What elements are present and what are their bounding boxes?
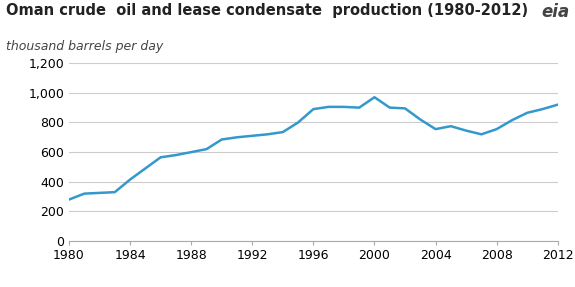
Text: eia: eia	[541, 3, 569, 21]
Text: Oman crude  oil and lease condensate  production (1980-2012): Oman crude oil and lease condensate prod…	[6, 3, 528, 18]
Text: thousand barrels per day: thousand barrels per day	[6, 40, 163, 53]
